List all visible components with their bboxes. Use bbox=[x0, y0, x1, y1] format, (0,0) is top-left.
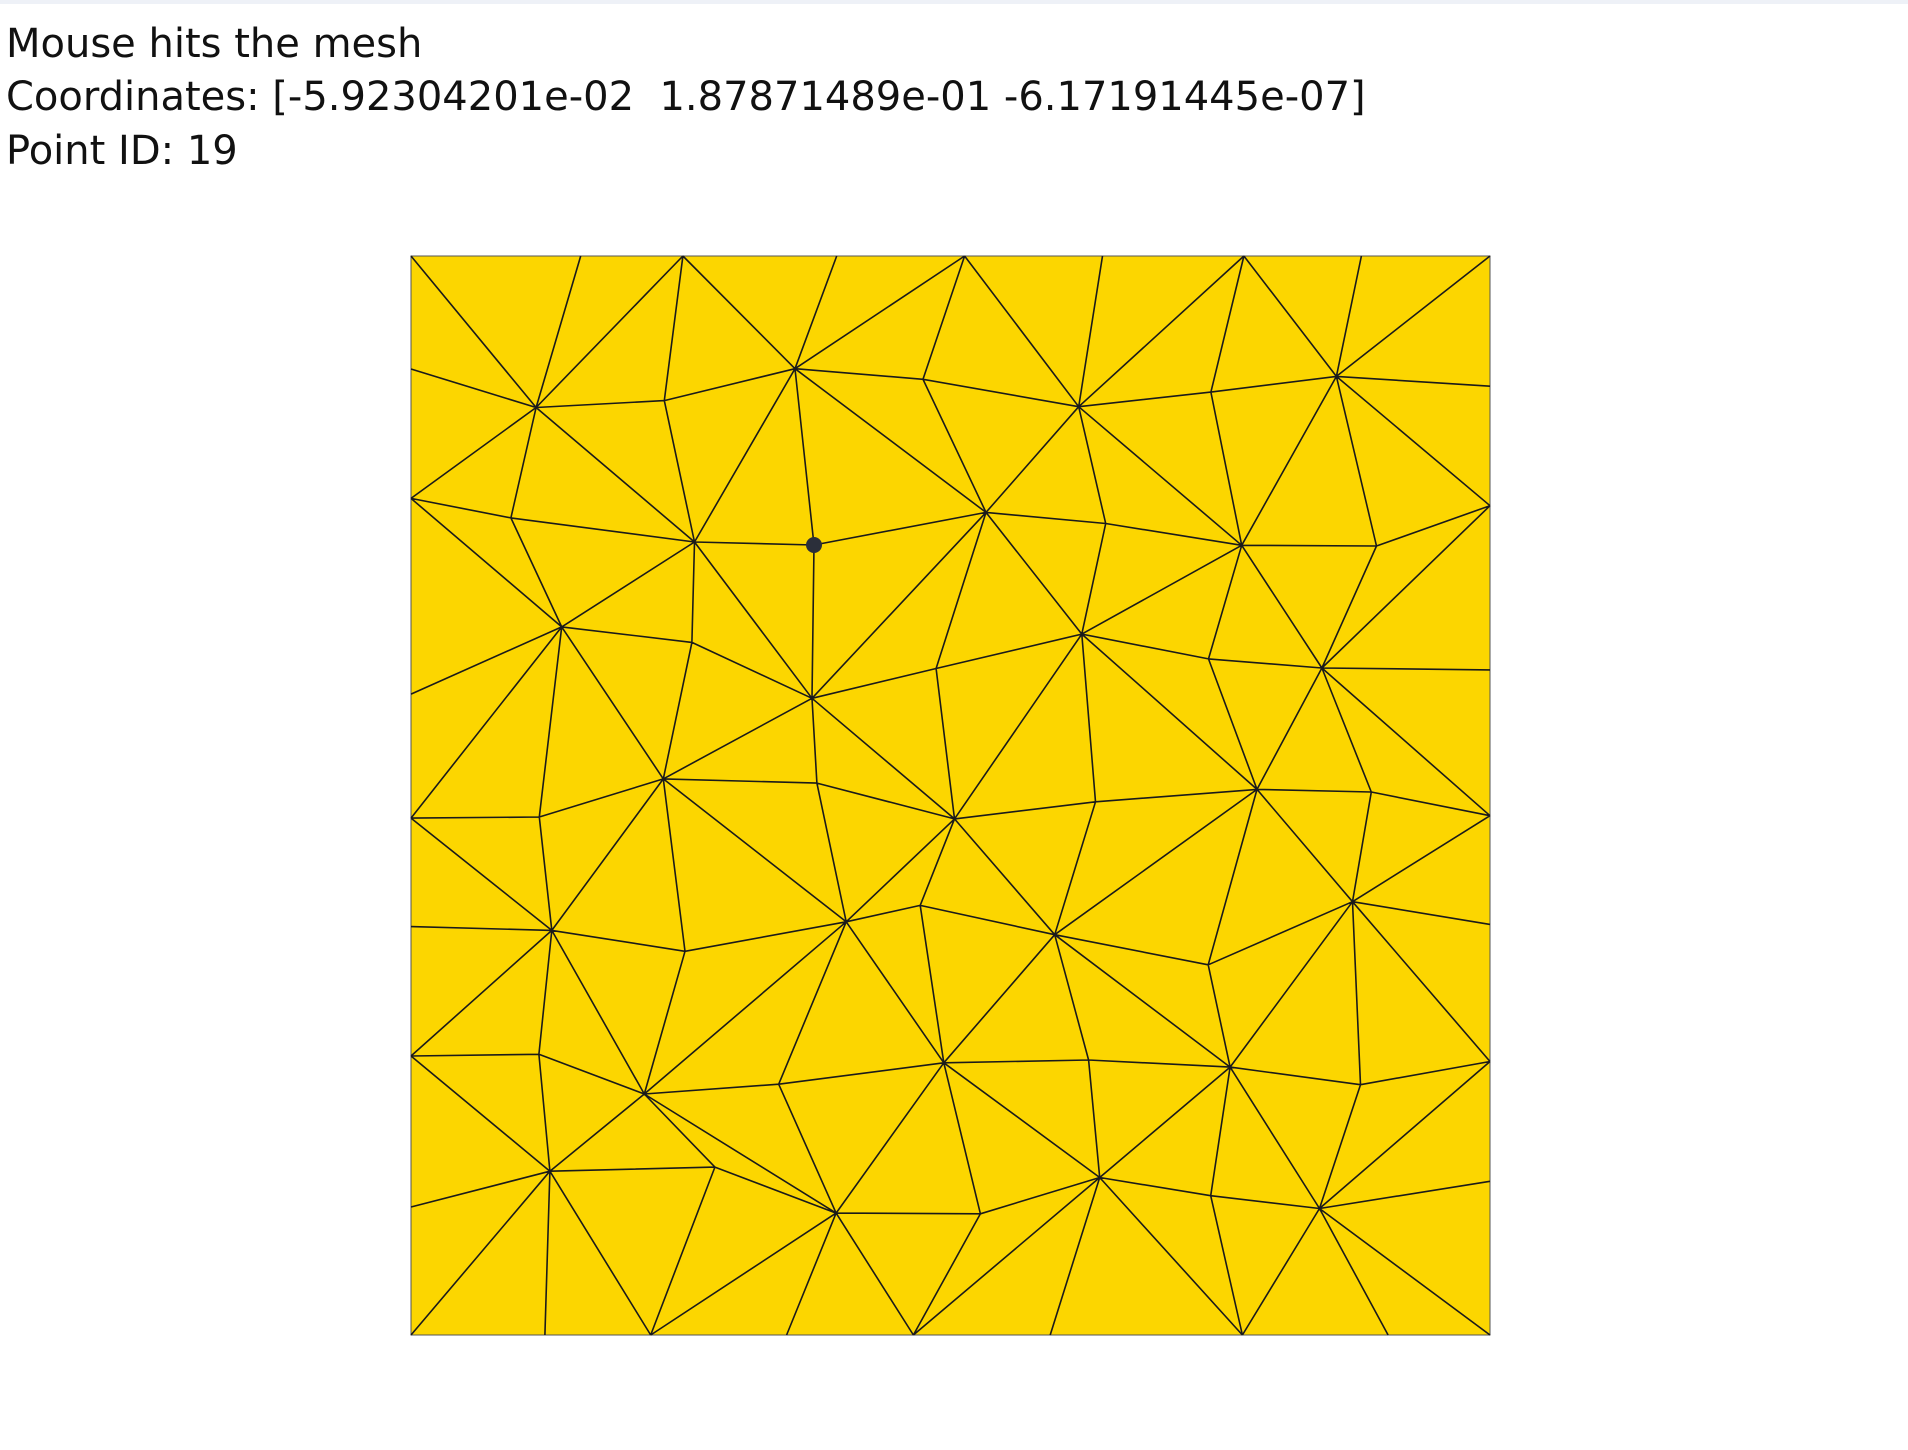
point-id-text: Point ID: 19 bbox=[6, 128, 238, 174]
status-message: Mouse hits the mesh bbox=[6, 21, 423, 67]
picked-point bbox=[806, 537, 822, 553]
coordinates-text: Coordinates: [-5.92304201e-02 1.87871489… bbox=[6, 74, 1366, 120]
mesh-background bbox=[410, 255, 1491, 1336]
top-bar bbox=[0, 0, 1908, 4]
mesh-edges bbox=[410, 255, 1491, 1336]
